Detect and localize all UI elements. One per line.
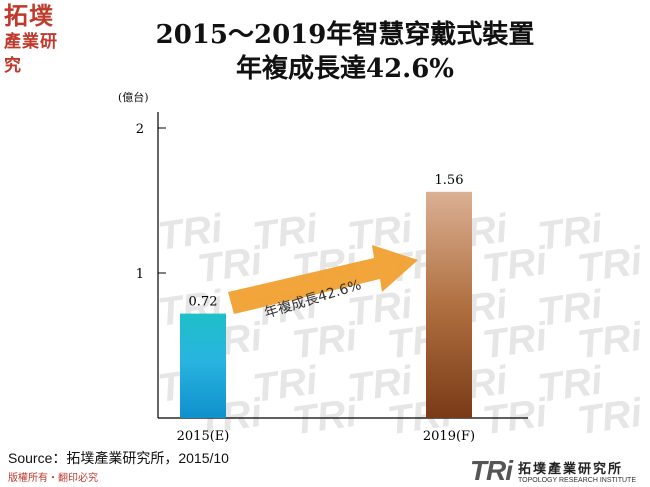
watermark-text: TRi xyxy=(480,315,551,368)
x-category-label: 2019(F) xyxy=(423,429,475,444)
watermark-text: TRi xyxy=(480,391,551,444)
source-note: Source：拓墣產業研究所，2015/10 xyxy=(8,450,229,466)
bar-value-label: 1.56 xyxy=(435,173,464,188)
watermark-text: TRi xyxy=(575,391,646,444)
logo-text-line1: 拓墣 xyxy=(4,2,54,30)
watermark-text: TRi xyxy=(250,358,321,411)
bar xyxy=(180,313,226,418)
watermark-text: TRi xyxy=(535,358,606,411)
logo: 拓墣 產業研究 xyxy=(4,2,64,76)
logo-text-line2: 產業研究 xyxy=(4,32,58,76)
watermark-text: TRi xyxy=(575,239,646,292)
brand-subtitle: TOPOLOGY RESEARCH INSTITUTE xyxy=(518,477,636,484)
bar-value-label: 0.72 xyxy=(189,295,218,310)
watermark-text: TRi xyxy=(155,206,226,259)
watermark-text: TRi xyxy=(195,239,266,292)
watermark-text: TRi xyxy=(345,358,416,411)
y-axis-label: (億台) xyxy=(118,90,149,104)
copyright-note: 版權所有‧翻印必究 xyxy=(8,473,98,484)
chart-title-line2: 年複成長達42.6% xyxy=(235,54,455,84)
watermark-text: TRi xyxy=(345,282,416,335)
watermark-text: TRi xyxy=(290,315,361,368)
watermark-text: TRi xyxy=(480,239,551,292)
brand-name: 拓墣產業研究所 xyxy=(518,462,624,477)
watermark-text: TRi xyxy=(575,315,646,368)
y-tick-label: 2 xyxy=(136,122,144,137)
watermark-text: TRi xyxy=(290,391,361,444)
watermark-text: TRi xyxy=(535,282,606,335)
brand-logo: TRi 拓墣產業研究所 TOPOLOGY RESEARCH INSTITUTE xyxy=(470,455,636,487)
brand-mark: TRi xyxy=(469,455,513,486)
x-category-label: 2015(E) xyxy=(177,429,230,444)
bar xyxy=(426,191,472,418)
watermark-text: TRi xyxy=(250,206,321,259)
chart-title-line1: 2015～2019年智慧穿戴式裝置 xyxy=(155,20,535,50)
watermark-text: TRi xyxy=(535,206,606,259)
y-axis-ticks: 12 xyxy=(136,122,166,282)
bars: 0.72 2015(E) 1.56 2019(F) xyxy=(177,173,475,444)
y-tick-label: 1 xyxy=(136,267,144,282)
